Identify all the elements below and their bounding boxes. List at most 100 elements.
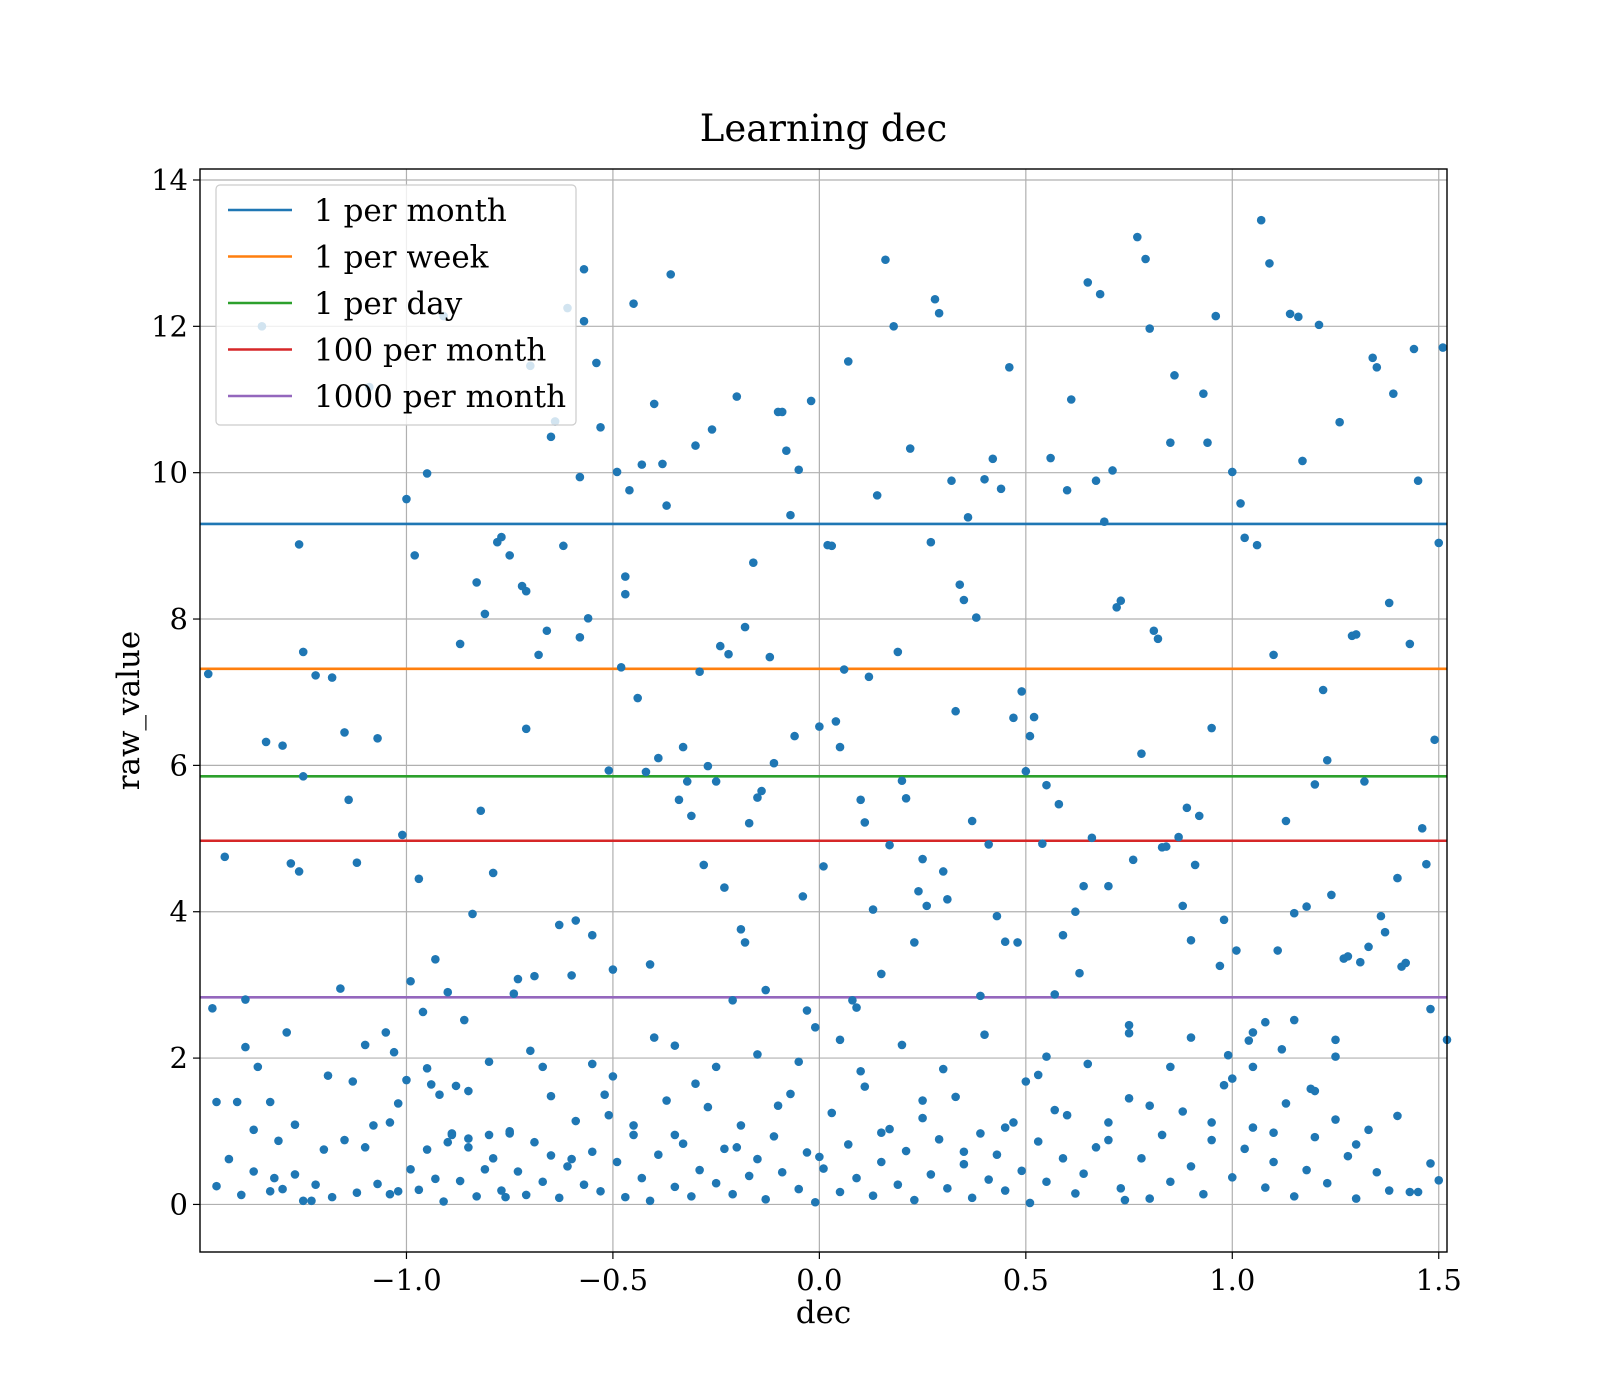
data-point <box>1149 626 1159 636</box>
data-point <box>414 874 424 884</box>
data-point <box>385 1118 395 1127</box>
data-point <box>967 1193 977 1203</box>
chart-title: Learning dec <box>700 107 947 150</box>
data-point <box>629 1121 638 1130</box>
data-point <box>1364 942 1373 952</box>
data-point <box>1207 1118 1216 1127</box>
data-point <box>1318 685 1328 695</box>
data-point <box>843 357 853 366</box>
x-tick-label: 0.5 <box>1003 1263 1049 1297</box>
data-point <box>678 742 688 752</box>
data-point <box>1124 1094 1134 1103</box>
data-point <box>794 1057 804 1067</box>
data-point <box>740 938 750 947</box>
data-point <box>319 1145 329 1154</box>
data-point <box>992 1150 1002 1159</box>
data-point <box>1422 859 1431 869</box>
data-point <box>1413 476 1423 486</box>
data-point <box>385 1189 395 1199</box>
data-point <box>534 650 543 660</box>
data-point <box>1029 712 1039 722</box>
data-point <box>587 1147 597 1157</box>
data-point <box>938 867 948 876</box>
data-point <box>236 1190 246 1200</box>
data-point <box>695 667 704 677</box>
data-point <box>579 316 589 326</box>
data-point <box>621 1192 630 1202</box>
data-point <box>298 1196 308 1206</box>
data-point <box>1000 937 1010 947</box>
data-point <box>732 392 742 401</box>
data-point <box>290 1170 300 1179</box>
data-point <box>1223 1050 1233 1060</box>
data-point <box>612 467 622 477</box>
data-point <box>311 671 320 680</box>
data-point <box>1017 1166 1026 1176</box>
data-point <box>794 1184 804 1194</box>
data-point <box>1186 1033 1196 1042</box>
data-point <box>1042 1177 1051 1187</box>
data-point <box>571 916 581 925</box>
data-point <box>1401 958 1411 968</box>
data-point <box>629 299 638 308</box>
data-point <box>1174 832 1183 842</box>
data-point <box>1137 1154 1146 1163</box>
data-point <box>1190 860 1200 870</box>
data-point <box>1104 1118 1113 1127</box>
data-point <box>1058 930 1068 940</box>
data-point <box>1116 596 1126 606</box>
data-point <box>1066 395 1076 404</box>
data-point <box>327 1192 337 1202</box>
data-point <box>1351 1194 1361 1203</box>
data-point <box>786 1089 795 1099</box>
data-point <box>344 795 353 805</box>
data-point <box>769 1132 779 1141</box>
data-point <box>1281 816 1291 826</box>
data-point <box>616 663 626 672</box>
data-point <box>1380 927 1390 937</box>
grid <box>200 169 1447 1252</box>
data-point <box>835 1187 845 1197</box>
data-point <box>402 494 411 504</box>
legend-label: 1 per day <box>314 286 463 322</box>
data-point <box>410 551 420 560</box>
data-point <box>910 938 919 947</box>
data-point <box>398 830 407 840</box>
data-point <box>596 423 605 432</box>
data-point <box>1211 311 1221 321</box>
data-point <box>422 1145 432 1154</box>
data-point <box>703 761 713 771</box>
data-point <box>352 1188 362 1198</box>
data-point <box>575 472 585 482</box>
data-point <box>753 1154 762 1164</box>
data-point <box>575 633 585 642</box>
data-point <box>373 734 382 743</box>
data-point <box>592 358 601 368</box>
x-tick-label: −1.0 <box>371 1263 441 1297</box>
data-point <box>641 767 651 777</box>
data-point <box>1327 890 1336 900</box>
y-tick-label: 0 <box>170 1187 188 1221</box>
data-point <box>1368 353 1377 363</box>
data-point <box>559 541 568 551</box>
data-point <box>488 1154 498 1163</box>
data-point <box>1050 1105 1060 1115</box>
data-point <box>583 613 593 623</box>
data-point <box>1314 320 1324 330</box>
data-point <box>1289 1015 1299 1025</box>
data-point <box>1182 803 1192 813</box>
data-point <box>1178 1107 1188 1116</box>
data-point <box>451 1081 461 1091</box>
data-point <box>877 969 886 979</box>
data-point <box>835 1035 845 1045</box>
data-point <box>728 1189 737 1199</box>
data-point <box>1145 324 1155 333</box>
data-point <box>360 1143 370 1152</box>
data-point <box>827 541 837 551</box>
data-point <box>1050 990 1060 999</box>
data-point <box>1104 881 1113 891</box>
data-point <box>513 1167 523 1176</box>
data-point <box>402 1075 411 1085</box>
data-point <box>571 1116 581 1126</box>
